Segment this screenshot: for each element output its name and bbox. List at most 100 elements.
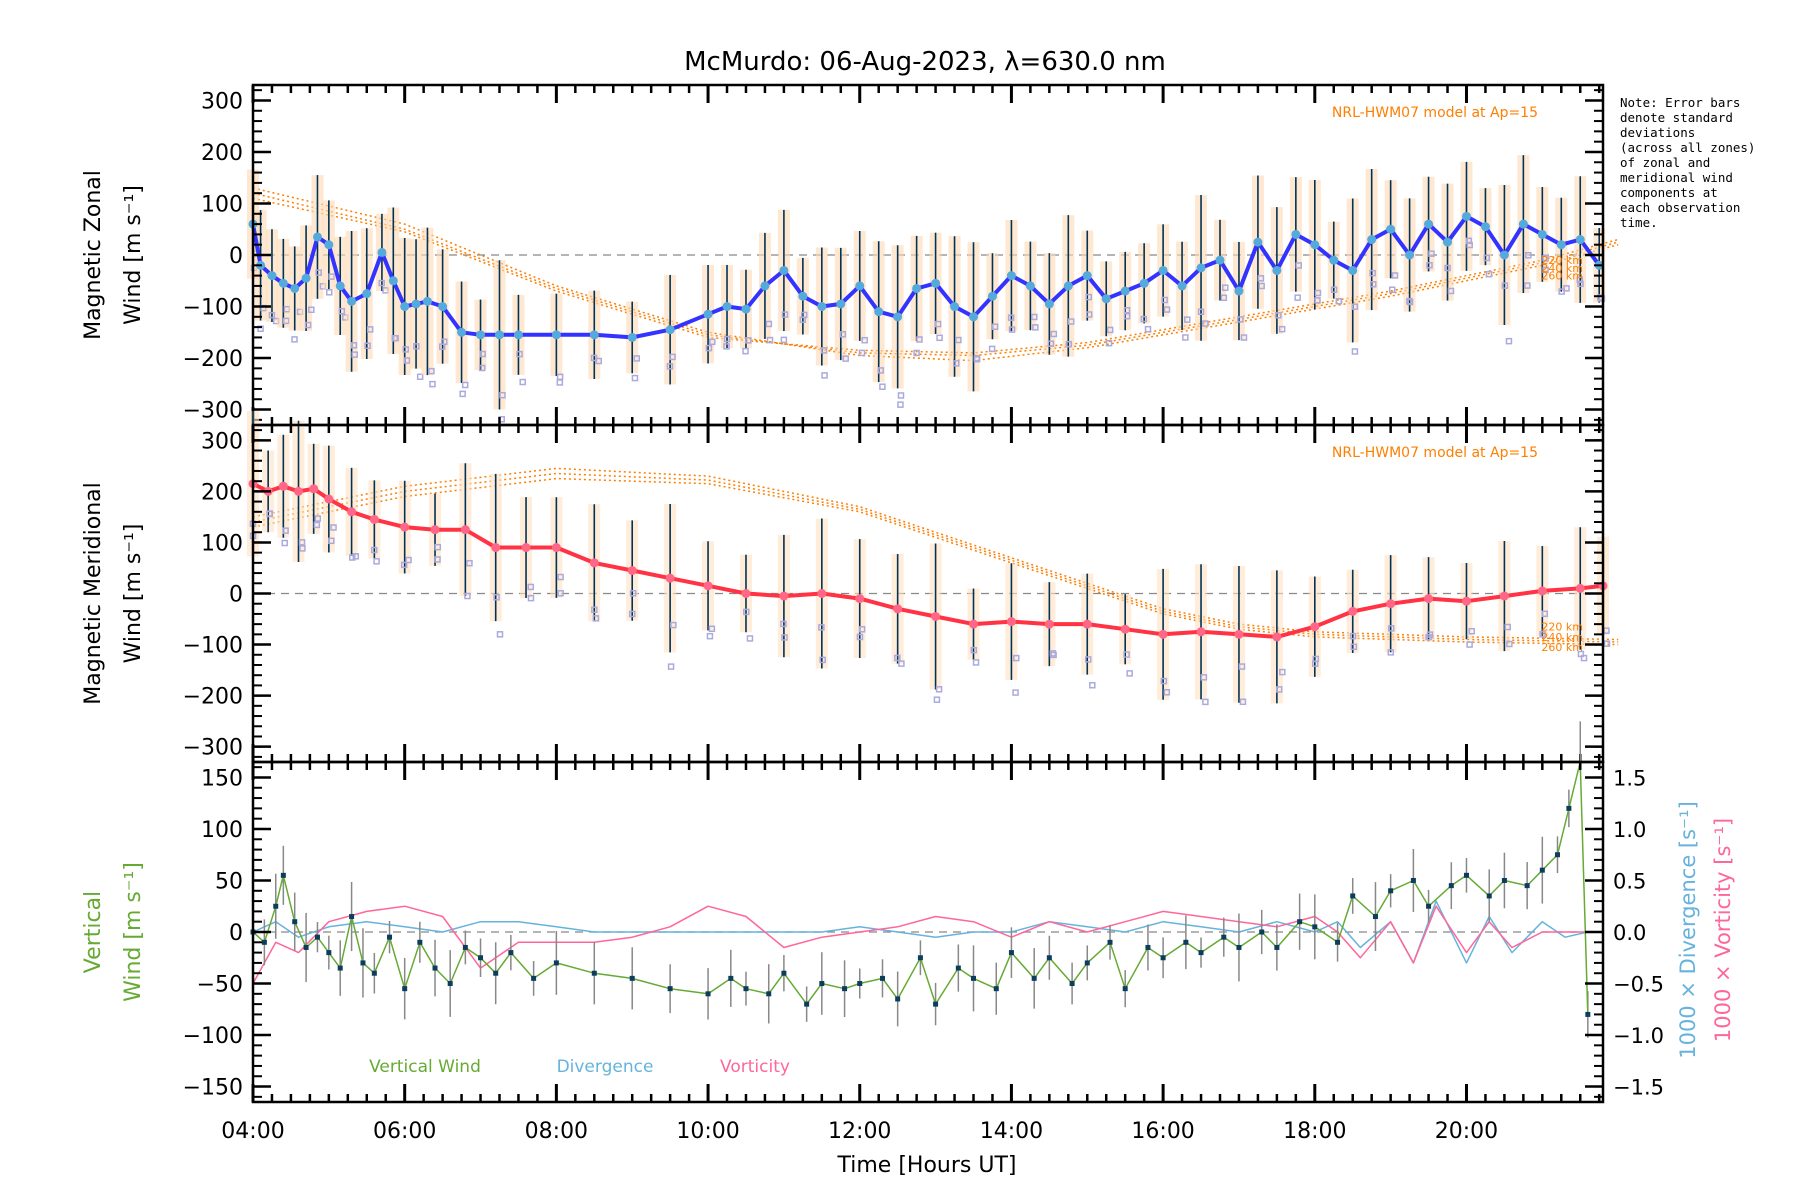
zone-sample	[933, 696, 941, 703]
zonal-point	[362, 289, 372, 299]
zone-sample	[370, 546, 378, 554]
zone-sample	[898, 660, 905, 667]
zonal-point	[874, 307, 884, 317]
zone-sample	[1106, 326, 1114, 334]
zone-sample	[282, 527, 289, 534]
y2-label-divergence: 1000 × Divergence [s⁻¹]	[1676, 801, 1700, 1059]
vertical-wind-point	[1107, 939, 1113, 945]
zone-sample	[592, 615, 600, 622]
altitude-label: 240 km	[1541, 262, 1583, 275]
meridional-point	[1386, 599, 1396, 609]
zone-sample	[1197, 308, 1205, 316]
vertical-wind-point	[1221, 934, 1227, 940]
zone-sample	[493, 594, 500, 601]
zone-sample	[429, 380, 436, 388]
zone-sample	[631, 374, 639, 382]
zone-sample	[441, 338, 448, 345]
vertical-wind-point	[971, 975, 977, 981]
y-tick-label: −300	[183, 399, 243, 424]
zone-sample	[1275, 686, 1283, 693]
zonal-point	[457, 327, 467, 337]
zone-sample	[629, 590, 637, 597]
zone-sample	[1525, 251, 1532, 259]
zone-sample	[1406, 298, 1414, 306]
zone-sample	[1085, 293, 1093, 301]
zone-sample	[1558, 288, 1565, 295]
y-tick-label: 100	[201, 818, 243, 843]
chart-title: McMurdo: 06-Aug-2023, λ=630.0 nm	[684, 47, 1166, 77]
zone-sample	[1428, 250, 1435, 257]
y-tick-label: 50	[215, 869, 243, 894]
vertical-wind-point	[360, 960, 366, 966]
vertical-wind-point	[371, 970, 377, 976]
zone-sample	[858, 626, 866, 633]
zonal-point	[1177, 281, 1187, 291]
vertical-wind-point	[917, 955, 923, 961]
zone-sample	[1314, 297, 1321, 304]
meridional-point	[1196, 627, 1206, 637]
zone-sample	[1541, 610, 1548, 618]
meridional-point	[1461, 596, 1471, 606]
meridional-point	[324, 494, 334, 504]
zone-sample	[1123, 306, 1131, 314]
zonal-point	[817, 302, 827, 312]
vertical-wind-point	[447, 981, 453, 987]
zone-sample	[991, 323, 999, 330]
zonal-point	[438, 302, 448, 312]
zone-sample	[935, 686, 943, 693]
zone-sample	[349, 554, 356, 561]
y-tick-label: 300	[201, 429, 243, 454]
meridional-point	[551, 543, 561, 553]
zone-sample	[953, 360, 960, 367]
error-bar-note: Note: Error bars denote standard deviati…	[1620, 95, 1756, 230]
zone-sample	[1501, 282, 1509, 289]
zone-sample	[304, 321, 312, 329]
zone-sample	[461, 381, 469, 389]
vertical-wind-point	[292, 919, 298, 925]
zone-sample	[1577, 280, 1584, 288]
zonal-point	[1253, 237, 1263, 247]
vertical-wind-point	[1524, 883, 1530, 889]
zonal-point	[422, 296, 432, 306]
zone-sample	[877, 367, 884, 374]
meridional-point	[1120, 624, 1130, 634]
meridional-point	[665, 573, 675, 583]
vertical-wind-point	[417, 939, 423, 945]
zone-sample	[723, 343, 730, 350]
vertical-wind-point	[1236, 944, 1242, 950]
vertical-wind-point	[1539, 867, 1545, 873]
zone-sample	[1089, 681, 1096, 689]
zone-sample	[1220, 294, 1228, 302]
zone-sample	[858, 349, 866, 357]
model-curve-260km	[252, 197, 1619, 354]
y2-tick-label: 1.5	[1613, 766, 1646, 790]
zone-sample	[913, 349, 920, 357]
zone-sample	[1085, 656, 1092, 663]
zone-sample	[1275, 312, 1282, 319]
zone-sample	[709, 338, 716, 346]
vertical-wind-point	[667, 986, 673, 992]
zone-sample	[1278, 325, 1286, 333]
zone-sample	[1391, 272, 1399, 279]
vertical-wind-point	[857, 981, 863, 987]
vertical-wind-point	[1335, 939, 1341, 945]
zonal-point	[1291, 229, 1301, 239]
zone-sample	[1294, 294, 1301, 301]
zone-sample	[1350, 643, 1358, 651]
zone-sample	[466, 559, 473, 567]
zone-sample	[1105, 339, 1113, 347]
zonal-point	[1461, 211, 1471, 221]
zone-sample	[1576, 276, 1584, 284]
y-tick-label: 100	[201, 192, 243, 217]
zonal-point	[760, 281, 770, 291]
zone-sample	[766, 336, 774, 344]
vertical-wind-point	[1410, 877, 1416, 883]
zonal-point	[1158, 265, 1168, 275]
zone-sample	[1542, 266, 1549, 274]
zone-sample	[434, 556, 441, 563]
zone-sample	[1506, 640, 1513, 648]
zone-sample	[557, 573, 564, 581]
meridional-point	[1499, 591, 1509, 601]
zone-sample	[403, 357, 411, 364]
zone-sample	[1161, 296, 1168, 304]
